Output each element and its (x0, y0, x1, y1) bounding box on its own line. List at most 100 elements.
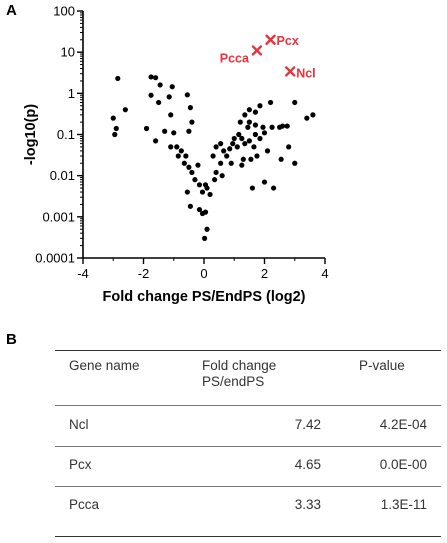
data-point (199, 189, 206, 195)
data-point (157, 82, 163, 88)
data-point (207, 191, 213, 198)
data-point (224, 153, 230, 159)
axis-labels: 0.0001 0.001 0.01 0.1 1 10 100 -4 -2 0 2 4 Fold chan… (23, 4, 329, 306)
highlight-cross-pcx (265, 34, 276, 45)
highlight-label-ncl: Ncl (296, 66, 315, 80)
data-point (260, 124, 266, 130)
data-point (261, 179, 268, 185)
panel-label-b: B (6, 331, 17, 348)
data-point (286, 144, 292, 150)
data-point (257, 103, 263, 109)
data-points (110, 74, 316, 241)
data-point (196, 182, 203, 188)
data-point (156, 99, 162, 106)
data-point (174, 144, 180, 150)
y-axis-title: -log10(p) (23, 104, 39, 165)
data-point (213, 144, 219, 150)
data-point (196, 206, 203, 213)
highlight-cross-pcca (251, 45, 263, 56)
data-point (240, 156, 246, 162)
y-tick-label: 10 (61, 45, 75, 60)
row-pcx-p: 0.0E-00 (379, 457, 427, 472)
data-point (257, 135, 263, 142)
data-point (187, 203, 193, 209)
data-point (166, 94, 172, 100)
highlight-cross-ncl (285, 66, 296, 77)
y-tick-label: 100 (53, 4, 75, 19)
data-point (192, 177, 198, 183)
plot-axes (77, 10, 326, 264)
data-point (181, 160, 187, 166)
data-point (261, 130, 268, 136)
data-point (252, 122, 259, 128)
data-point (251, 144, 257, 150)
row-ncl-gene: Ncl (69, 417, 89, 432)
data-point (202, 235, 208, 241)
data-point (277, 124, 283, 130)
row-pcx-fold: 4.65 (294, 457, 321, 472)
data-point (210, 153, 216, 159)
y-tick-label: 0.001 (42, 209, 75, 224)
header-p-value: P-value (359, 358, 405, 373)
data-point (110, 115, 116, 121)
y-tick-label: 0.0001 (35, 251, 75, 266)
table-header-rule (55, 405, 441, 406)
data-point (239, 162, 245, 168)
data-point (204, 185, 210, 191)
data-point (199, 210, 206, 217)
data-point (153, 138, 159, 144)
data-point (187, 105, 193, 111)
data-point (218, 160, 224, 166)
data-point (178, 148, 184, 154)
data-point (115, 75, 121, 82)
data-point (270, 185, 277, 191)
data-point (184, 189, 190, 195)
data-point (175, 153, 181, 159)
header-gene-name: Gene name (69, 358, 140, 373)
data-point (148, 92, 154, 98)
data-point (246, 138, 252, 144)
data-point (168, 144, 174, 150)
data-point (234, 144, 240, 150)
data-point (249, 185, 255, 191)
row-ncl-p: 4.2E-04 (379, 417, 427, 432)
x-axis-title: Fold change PS/EndPS (log2) (102, 289, 305, 305)
data-point (254, 153, 260, 159)
data-point (218, 141, 224, 147)
data-point (248, 156, 254, 162)
table-row-rule (55, 446, 441, 447)
row-pcca-gene: Pcca (69, 497, 100, 512)
data-point (189, 169, 195, 176)
table-top-rule (55, 350, 441, 351)
data-point (284, 123, 290, 129)
row-pcx-gene: Pcx (69, 457, 92, 472)
y-tick-label: 0.01 (50, 168, 75, 183)
x-tick-label: 4 (321, 266, 328, 281)
data-point (304, 115, 310, 121)
highlight-label-pcx: Pcx (277, 34, 299, 48)
data-point (246, 119, 252, 125)
data-point (169, 84, 175, 90)
data-point (264, 148, 271, 154)
header-fold-change: Fold change (202, 358, 277, 373)
data-point (310, 112, 316, 118)
data-point (252, 131, 259, 138)
data-point (227, 146, 233, 152)
row-ncl-fold: 7.42 (294, 417, 321, 432)
data-point (252, 109, 259, 115)
data-point (189, 119, 195, 125)
row-pcca-p: 1.3E-11 (380, 497, 427, 512)
data-point (278, 156, 284, 162)
x-tick-label: -2 (138, 266, 150, 281)
data-point (153, 75, 159, 81)
data-point (112, 131, 118, 138)
y-tick-label: 0.1 (57, 127, 75, 142)
data-point (228, 160, 234, 166)
data-point (245, 124, 251, 130)
data-point (195, 162, 201, 168)
data-point (269, 124, 275, 130)
data-point (239, 135, 245, 142)
data-point (184, 92, 190, 98)
x-tick-label: 2 (261, 266, 268, 281)
